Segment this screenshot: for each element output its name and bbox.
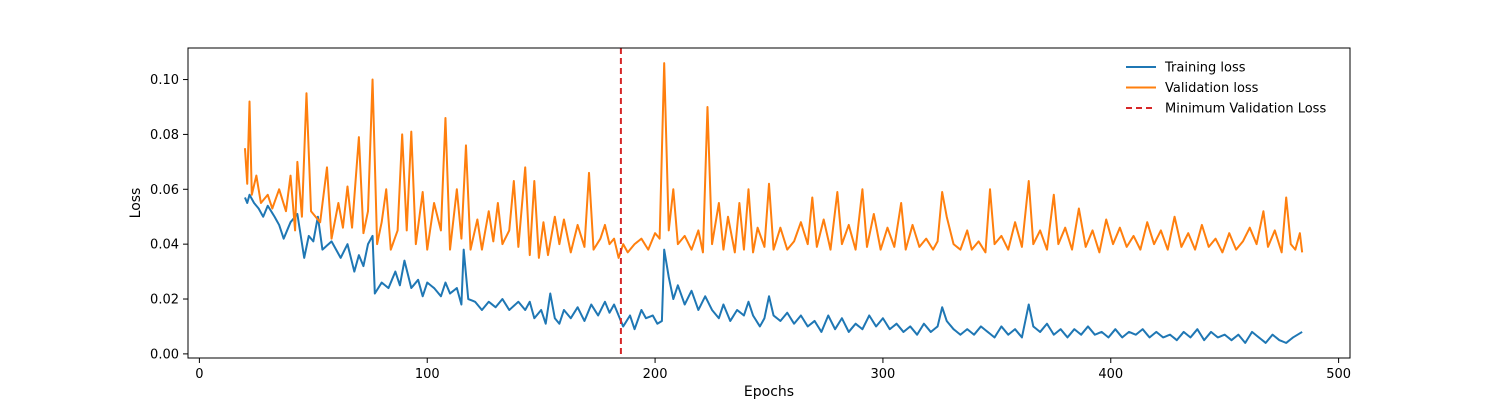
legend: Training loss Validation loss Minimum Va… xyxy=(1120,56,1342,126)
legend-label-minimum-validation-loss: Minimum Validation Loss xyxy=(1165,102,1326,117)
x-tick-label: 300 xyxy=(871,367,896,382)
y-tick-label: 0.02 xyxy=(150,293,179,308)
x-tick-label: 500 xyxy=(1326,367,1351,382)
y-axis-label: Loss xyxy=(128,188,144,219)
x-tick-label: 400 xyxy=(1098,367,1123,382)
series-line-training-loss xyxy=(244,193,1303,344)
x-tick-label: 200 xyxy=(643,367,668,382)
y-tick-label: 0.08 xyxy=(150,128,179,143)
series-line-validation-loss xyxy=(243,62,1304,259)
legend-box xyxy=(1120,56,1342,126)
legend-label-training-loss: Training loss xyxy=(1164,61,1246,76)
y-tick-label: 0.00 xyxy=(150,347,179,362)
legend-label-validation-loss: Validation loss xyxy=(1165,81,1259,96)
axes-layer: 0 100 200 300 400 500 0.00 0.02 0.04 0.06 0.08 0.10 xyxy=(150,47,1351,382)
plot-series-layer xyxy=(243,48,1304,358)
x-tick-label: 100 xyxy=(415,367,440,382)
y-tick-label: 0.06 xyxy=(150,183,179,198)
y-tick-label: 0.04 xyxy=(150,238,179,253)
x-axis-label: Epochs xyxy=(744,384,794,400)
y-tick-label: 0.10 xyxy=(150,73,179,88)
x-tick-label: 0 xyxy=(195,367,203,382)
plot-frame xyxy=(187,47,1351,359)
